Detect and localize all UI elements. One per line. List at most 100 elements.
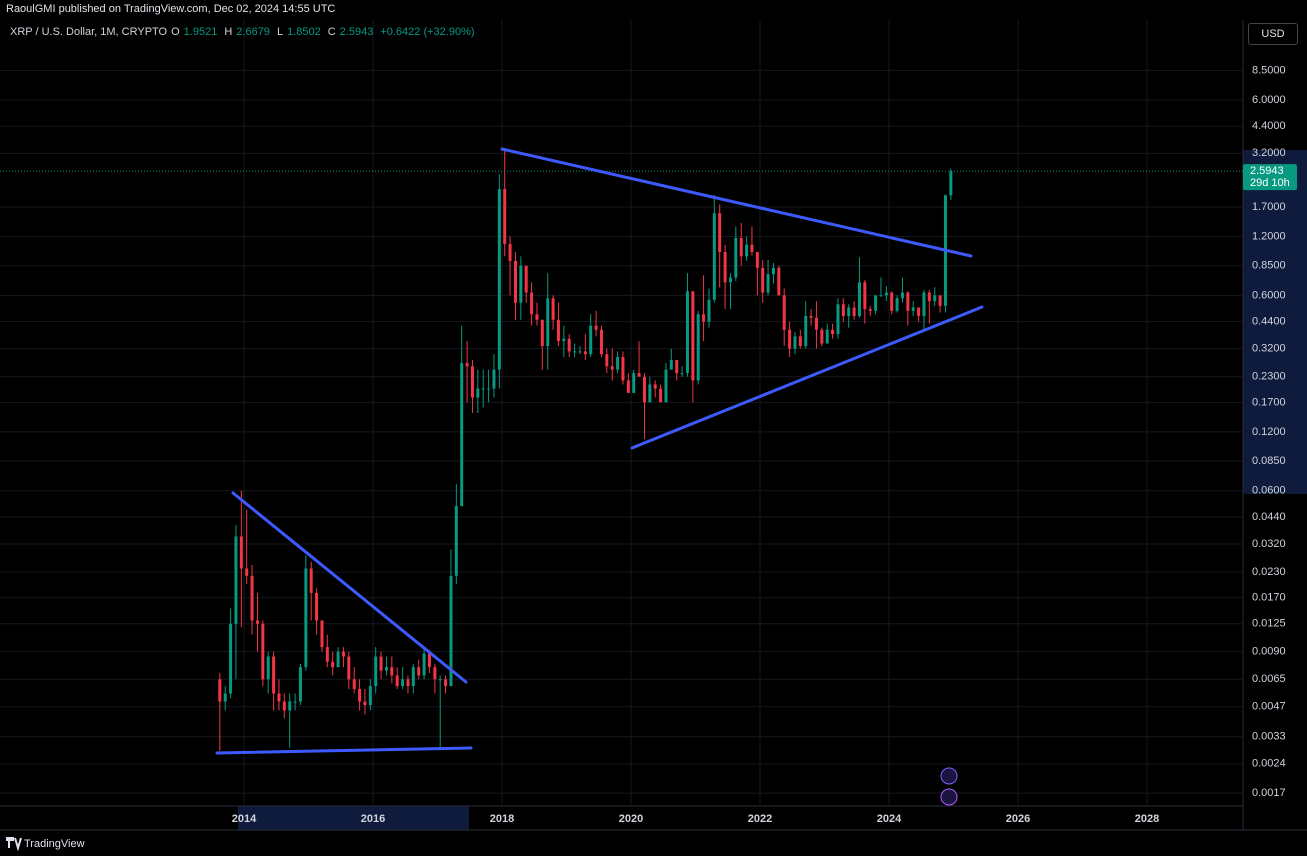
candle-body: [320, 620, 324, 648]
candle-body: [589, 325, 593, 355]
ohlc-key: L: [276, 26, 284, 38]
trend-line: [231, 491, 468, 684]
y-tick-label: 0.4400: [1252, 316, 1286, 328]
candle-body: [513, 260, 517, 303]
candle-body: [315, 592, 319, 621]
logo: [6, 837, 22, 852]
candle-body: [707, 299, 711, 322]
ohlc-key: C: [327, 26, 336, 38]
legend: XRP / U.S. Dollar, 1M, CRYPTO O 1.9521 H 2.…: [10, 26, 478, 38]
candle-body: [938, 295, 942, 306]
candle-body: [653, 384, 657, 389]
candle-body: [718, 213, 722, 253]
candle-body: [685, 291, 689, 374]
currency-button[interactable]: USD: [1248, 23, 1298, 45]
x-tick-label: 2024: [877, 813, 902, 825]
candle-body: [336, 651, 340, 668]
candle-body: [406, 679, 410, 687]
candle-body: [519, 265, 523, 303]
candle-body: [578, 351, 582, 353]
candle-body: [503, 189, 507, 244]
candle-body: [298, 667, 302, 702]
candle-body: [476, 388, 480, 398]
candle-body: [728, 277, 732, 283]
y-tick-label: 1.7000: [1252, 201, 1286, 213]
candle-body: [616, 357, 620, 370]
candle-body: [814, 317, 818, 330]
candle-body: [374, 656, 378, 687]
candle-body: [427, 653, 431, 668]
ohlc-key: O: [171, 26, 180, 38]
candle-body: [508, 243, 512, 261]
y-tick-label: 0.0017: [1252, 787, 1286, 799]
candle-body: [949, 171, 953, 196]
candle-body: [229, 623, 233, 694]
candle-body: [637, 373, 641, 377]
candle-body: [820, 329, 824, 344]
candle-body: [825, 329, 829, 344]
candle-body: [771, 267, 775, 275]
candle-body: [331, 661, 335, 668]
candle-body: [535, 314, 539, 320]
candle-body: [540, 319, 544, 347]
candle-body: [250, 575, 254, 621]
candle-body: [798, 336, 802, 347]
candle-body: [567, 338, 571, 352]
y-tick-label: 0.1200: [1252, 426, 1286, 438]
y-tick-label: 0.0090: [1252, 646, 1286, 658]
candle-body: [847, 307, 851, 317]
y-tick-label: 0.0065: [1252, 673, 1286, 685]
candle-body: [675, 360, 679, 374]
candle-body: [793, 336, 797, 349]
ohlc-value: 2.6679: [236, 26, 270, 38]
y-tick-label: 0.0170: [1252, 592, 1286, 604]
x-tick-label: 2028: [1135, 813, 1159, 825]
candle-body: [599, 329, 603, 355]
candle-body: [239, 536, 243, 569]
candle-body: [379, 656, 383, 671]
candle-body: [583, 351, 587, 355]
candle-body: [911, 307, 915, 311]
candle-body: [922, 292, 926, 317]
candle-body: [460, 363, 464, 507]
y-tick-label: 0.0047: [1252, 701, 1286, 713]
ohlc-value: 1.8502: [287, 26, 321, 38]
candle-body: [836, 304, 840, 335]
candle-body: [218, 679, 222, 702]
candle-body: [562, 338, 566, 342]
event-icon[interactable]: [940, 788, 958, 806]
drawings: [215, 147, 984, 755]
candle-body: [782, 295, 786, 330]
y-tick-label: 1.2000: [1252, 230, 1286, 242]
event-icon[interactable]: [940, 767, 958, 785]
candle-body: [325, 647, 329, 662]
candle-body: [261, 623, 265, 680]
candle-body: [809, 316, 813, 318]
y-tick-label: 0.0320: [1252, 538, 1286, 550]
trend-line: [630, 305, 984, 450]
candle-body: [605, 354, 609, 367]
candle-body: [470, 366, 474, 398]
candle-body: [696, 314, 700, 381]
candle-body: [863, 282, 867, 310]
candle-body: [712, 213, 716, 300]
candle-body: [852, 307, 856, 317]
symbol: XRP / U.S. Dollar, 1M, CRYPTO: [10, 26, 168, 38]
y-tick-label: 0.0230: [1252, 566, 1286, 578]
candle-body: [868, 309, 872, 311]
candle-body: [648, 384, 652, 403]
candle-body: [788, 329, 792, 349]
plot: [0, 20, 1243, 806]
y-tick-label: 0.8500: [1252, 260, 1286, 272]
candle-body: [395, 675, 399, 687]
candle-body: [390, 667, 394, 676]
candle-body: [358, 688, 362, 702]
candle-body: [761, 267, 765, 293]
candle-body: [223, 693, 227, 702]
x-tick-label: 2018: [490, 813, 514, 825]
candle-body: [594, 325, 598, 330]
candle-body: [401, 679, 405, 687]
axis-highlight: [1243, 150, 1307, 494]
